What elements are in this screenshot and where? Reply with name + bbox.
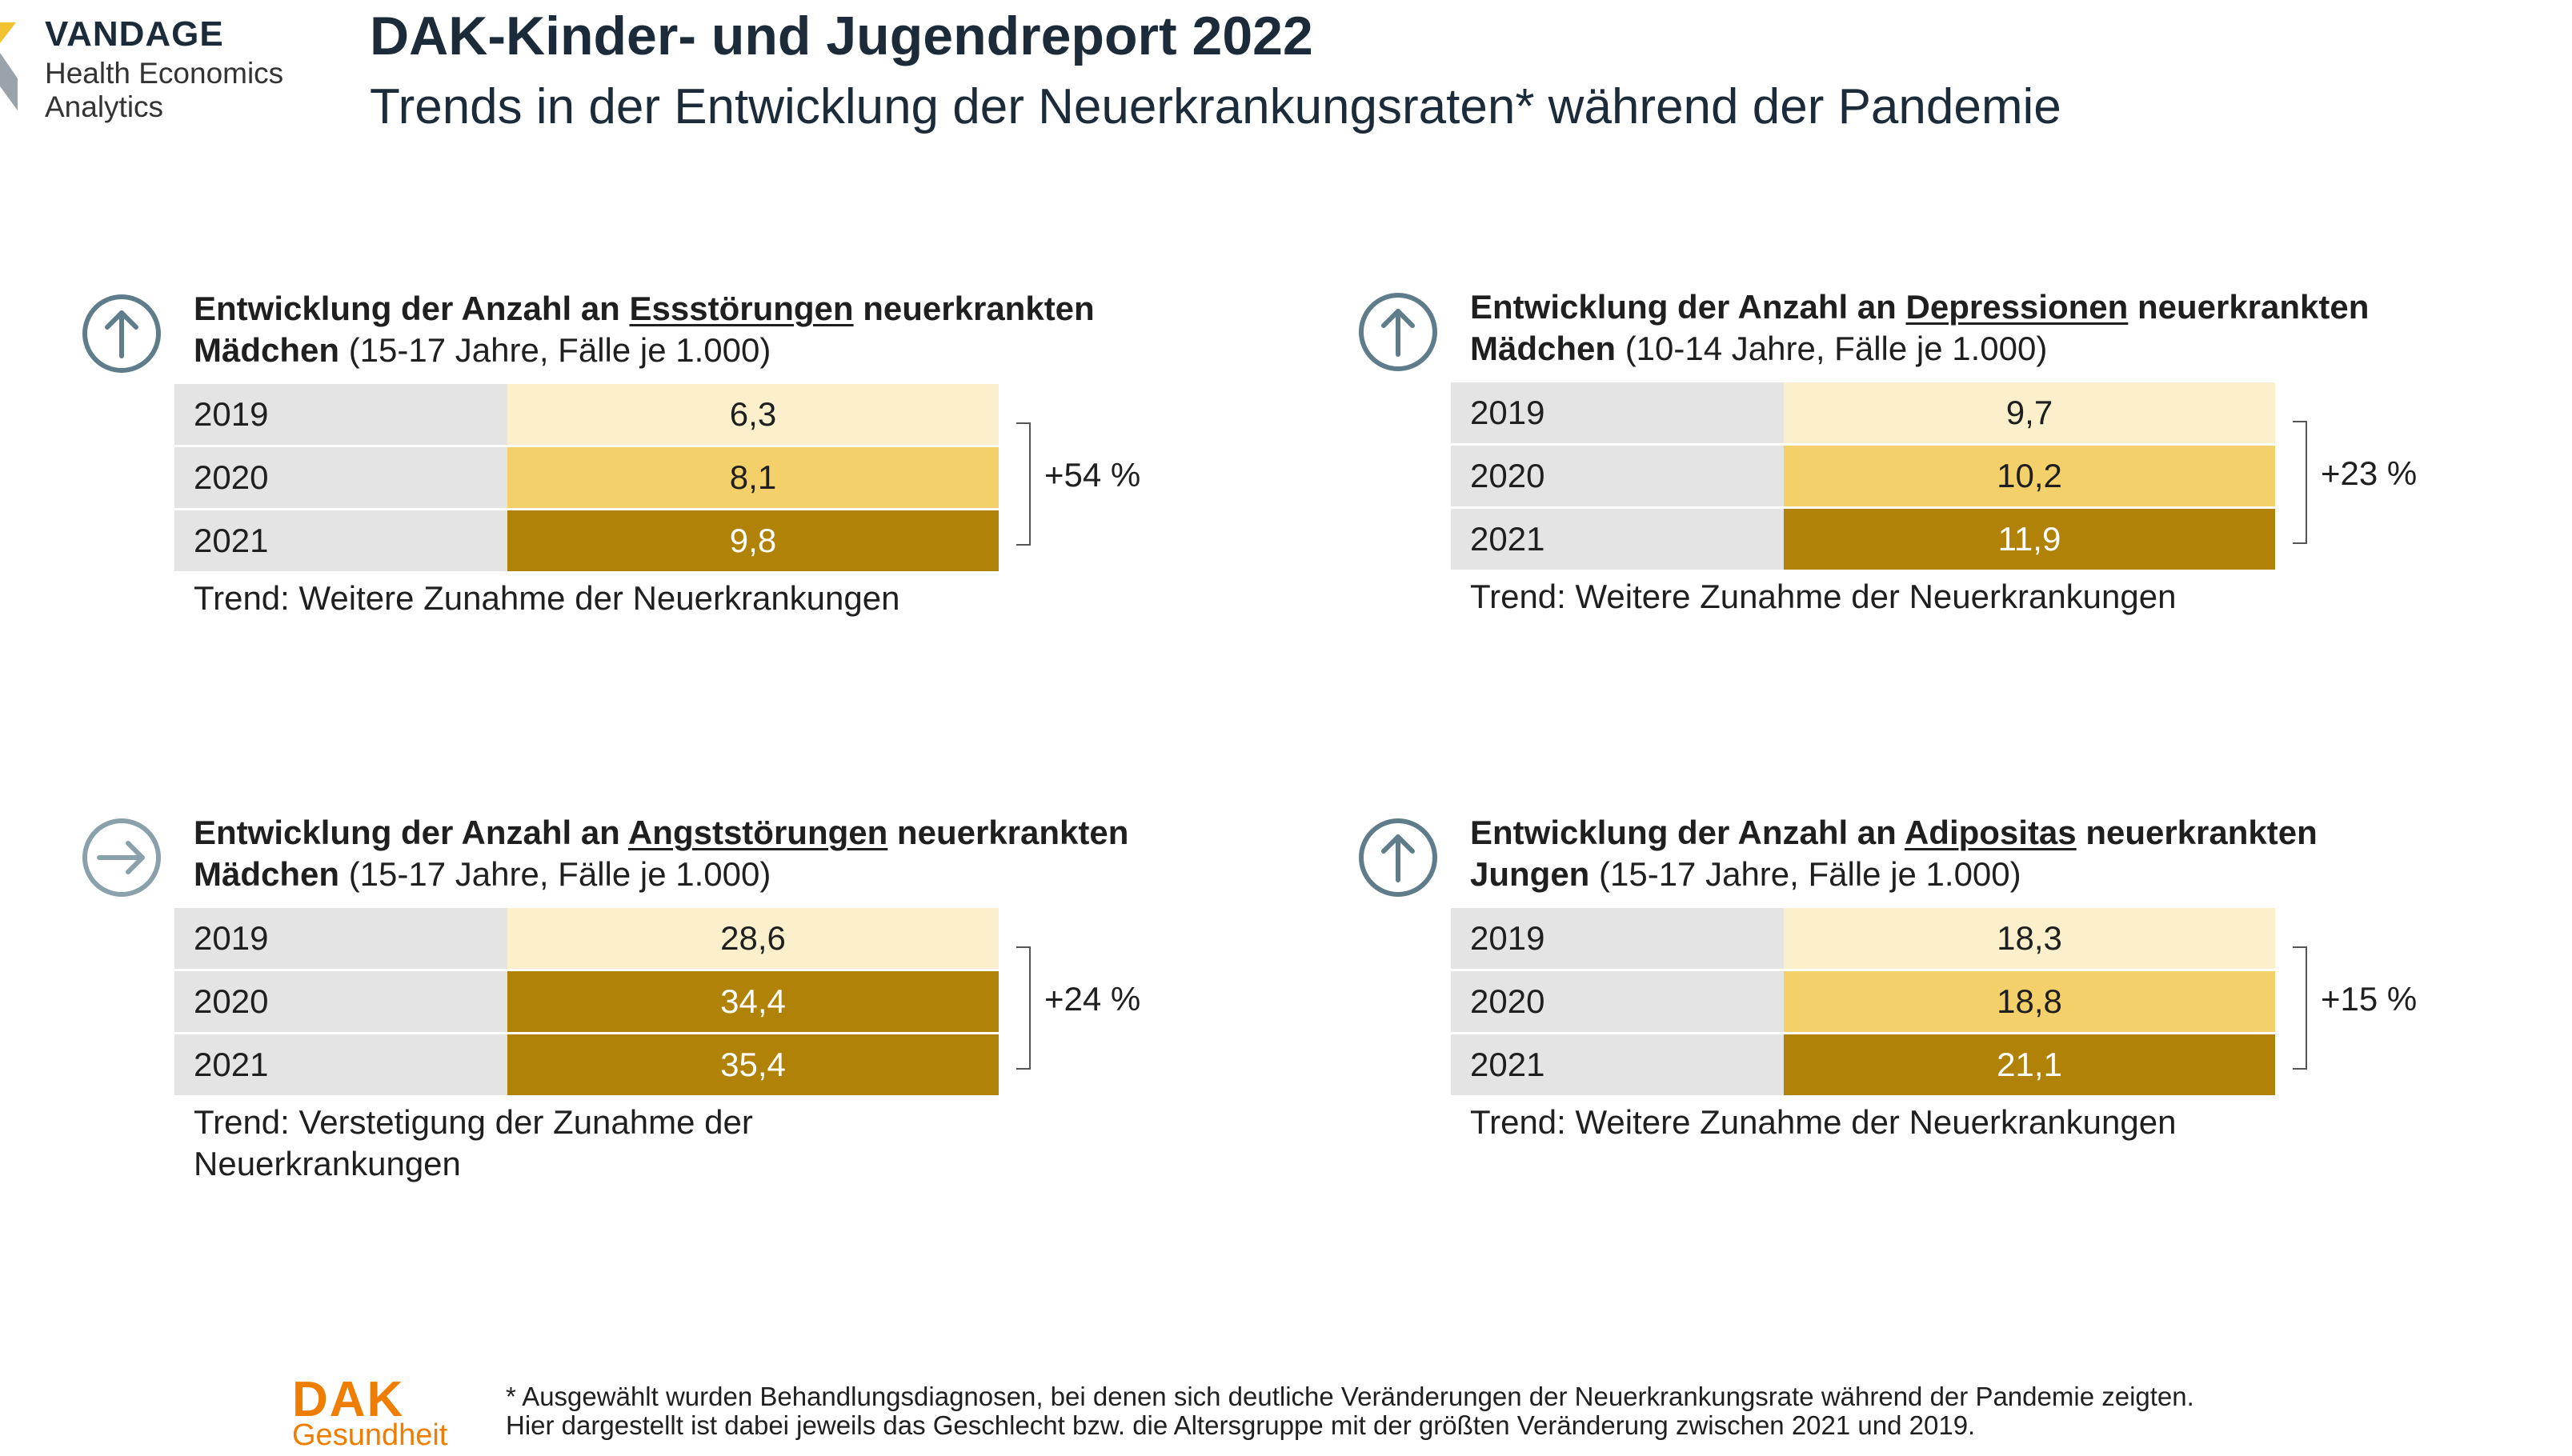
value-cell: 10,2 <box>1784 446 2275 506</box>
disease-name: Angststörungen <box>627 814 888 851</box>
value-cell: 28,6 <box>507 908 999 969</box>
panel-essstoerungen: Entwicklung der Anzahl an Essstörungen n… <box>80 288 1264 736</box>
dak-logo: DAK Gesundheit <box>292 1372 448 1452</box>
page-title: DAK-Kinder- und Jugendreport 2022 <box>370 6 1313 66</box>
year-cell: 2019 <box>174 384 507 445</box>
change-bracket <box>2293 946 2307 1070</box>
data-table: 2019 28,6 2020 34,4 2021 35,4 <box>174 908 999 1098</box>
year-cell: 2019 <box>1451 908 1784 969</box>
year-cell: 2020 <box>1451 971 1784 1032</box>
table-row: 2020 18,8 <box>1451 971 2275 1032</box>
value-cell: 11,9 <box>1784 509 2275 570</box>
value-cell: 35,4 <box>507 1034 999 1095</box>
change-percent: +15 % <box>2321 980 2418 1018</box>
table-row: 2021 9,8 <box>174 510 999 571</box>
value-cell: 18,3 <box>1784 908 2275 969</box>
table-row: 2020 10,2 <box>1451 446 2275 506</box>
year-cell: 2020 <box>1451 446 1784 506</box>
panel-heading: Entwicklung der Anzahl an Essstörungen n… <box>194 290 1095 369</box>
panel-adipositas: Entwicklung der Anzahl an Adipositas neu… <box>1356 812 2541 1260</box>
table-row: 2019 6,3 <box>174 384 999 445</box>
disease-name: Essstörungen <box>629 290 854 327</box>
brand-sub-line2: Analytics <box>45 90 164 123</box>
data-table: 2019 6,3 2020 8,1 2021 9,8 <box>174 384 999 574</box>
footnote: * Ausgewählt wurden Behandlungsdiagnosen… <box>506 1382 2194 1440</box>
arrow-right-icon <box>82 818 161 897</box>
arrow-up-icon <box>1359 293 1437 371</box>
trend-text: Trend: Weitere Zunahme der Neuerkrankung… <box>194 579 900 617</box>
data-table: 2019 9,7 2020 10,2 2021 11,9 <box>1451 382 2275 572</box>
table-row: 2019 9,7 <box>1451 382 2275 443</box>
year-cell: 2021 <box>1451 1034 1784 1095</box>
panel-depressionen: Entwicklung der Anzahl an Depressionen n… <box>1356 286 2541 734</box>
vandage-mark-icon <box>0 22 18 110</box>
year-cell: 2019 <box>1451 382 1784 443</box>
data-table: 2019 18,3 2020 18,8 2021 21,1 <box>1451 908 2275 1098</box>
value-cell: 21,1 <box>1784 1034 2275 1095</box>
value-cell: 6,3 <box>507 384 999 445</box>
table-row: 2020 8,1 <box>174 447 999 508</box>
disease-name: Adipositas <box>1904 814 2077 851</box>
value-cell: 9,7 <box>1784 382 2275 443</box>
trend-text: Trend: Verstetigung der Zunahme der Neuer… <box>194 1103 753 1182</box>
table-row: 2021 21,1 <box>1451 1034 2275 1095</box>
value-cell: 34,4 <box>507 971 999 1032</box>
dak-logo-main: DAK <box>292 1372 405 1427</box>
year-cell: 2019 <box>174 908 507 969</box>
vandage-logo: VANDAGE Health Economics Analytics <box>0 14 304 134</box>
panel-heading: Entwicklung der Anzahl an Adipositas neu… <box>1470 814 2318 893</box>
year-cell: 2021 <box>1451 509 1784 570</box>
change-percent: +23 % <box>2321 454 2418 492</box>
year-cell: 2020 <box>174 971 507 1032</box>
dak-logo-sub: Gesundheit <box>292 1418 448 1452</box>
year-cell: 2020 <box>174 447 507 508</box>
table-row: 2021 11,9 <box>1451 509 2275 570</box>
brand-sub-line1: Health Economics <box>45 57 284 90</box>
change-bracket <box>1016 422 1031 546</box>
change-bracket <box>2293 421 2307 544</box>
value-cell: 18,8 <box>1784 971 2275 1032</box>
value-cell: 9,8 <box>507 510 999 571</box>
panel-angststoerungen: Entwicklung der Anzahl an Angststörungen… <box>80 812 1264 1260</box>
table-row: 2020 34,4 <box>174 971 999 1032</box>
change-bracket <box>1016 946 1031 1070</box>
change-percent: +24 % <box>1044 980 1141 1018</box>
table-row: 2021 35,4 <box>174 1034 999 1095</box>
page-subtitle: Trends in der Entwicklung der Neuerkrank… <box>370 79 2061 134</box>
table-row: 2019 28,6 <box>174 908 999 969</box>
arrow-up-icon <box>1359 818 1437 897</box>
arrow-up-icon <box>82 294 161 373</box>
trend-text: Trend: Weitere Zunahme der Neuerkrankung… <box>1470 1103 2177 1141</box>
trend-text: Trend: Weitere Zunahme der Neuerkrankung… <box>1470 578 2177 615</box>
year-cell: 2021 <box>174 510 507 571</box>
table-row: 2019 18,3 <box>1451 908 2275 969</box>
panel-heading: Entwicklung der Anzahl an Angststörungen… <box>194 814 1129 893</box>
disease-name: Depressionen <box>1905 288 2129 326</box>
value-cell: 8,1 <box>507 447 999 508</box>
year-cell: 2021 <box>174 1034 507 1095</box>
brand-name: VANDAGE <box>45 14 224 54</box>
panel-heading: Entwicklung der Anzahl an Depressionen n… <box>1470 288 2370 367</box>
change-percent: +54 % <box>1044 456 1141 494</box>
